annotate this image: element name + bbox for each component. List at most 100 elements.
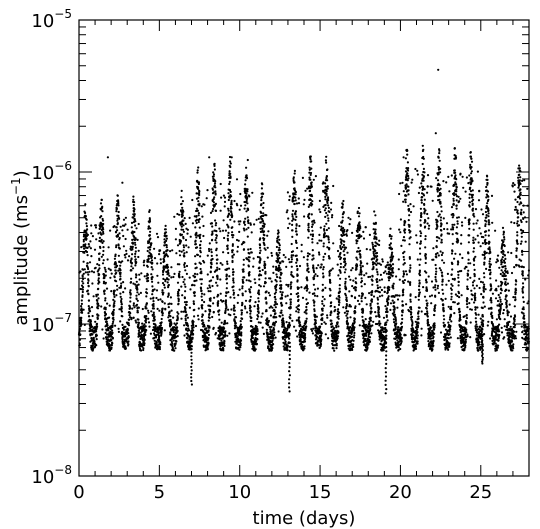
data-point <box>310 183 313 186</box>
data-point <box>400 314 404 317</box>
data-point <box>376 270 379 274</box>
data-point <box>312 254 315 257</box>
data-point <box>163 244 166 247</box>
data-point <box>311 329 314 332</box>
data-point <box>352 343 355 346</box>
data-point <box>258 261 261 264</box>
data-point <box>86 233 89 236</box>
data-point <box>407 177 410 180</box>
data-point <box>345 314 348 317</box>
data-point <box>130 318 133 321</box>
data-point <box>197 187 200 190</box>
data-point <box>169 331 172 334</box>
data-point <box>299 338 302 341</box>
data-point <box>360 235 363 238</box>
data-point <box>403 258 406 261</box>
data-point <box>136 288 139 291</box>
data-point <box>308 176 311 179</box>
data-point <box>308 166 311 169</box>
data-point <box>343 248 346 251</box>
data-point <box>80 316 83 319</box>
data-point <box>402 236 406 239</box>
data-point <box>375 278 379 281</box>
data-point <box>404 186 408 189</box>
data-point <box>381 258 384 261</box>
data-point <box>223 319 226 322</box>
data-point <box>314 319 317 322</box>
data-point <box>286 327 289 331</box>
data-point <box>343 228 346 231</box>
data-point <box>201 304 204 307</box>
data-point <box>401 300 404 303</box>
data-point <box>183 263 186 266</box>
data-point <box>274 336 277 339</box>
data-point <box>106 258 109 261</box>
data-point <box>113 293 116 296</box>
data-point <box>291 223 294 226</box>
data-point <box>349 326 352 329</box>
data-point <box>185 264 189 268</box>
data-point <box>78 342 81 345</box>
axis-ticks <box>78 19 530 477</box>
data-point <box>231 259 234 263</box>
data-point <box>192 329 195 332</box>
data-point <box>335 347 338 350</box>
data-point <box>319 266 322 269</box>
data-point <box>181 200 184 203</box>
data-point <box>86 271 89 274</box>
data-point <box>115 271 118 274</box>
data-point <box>327 227 330 230</box>
data-point <box>273 331 276 334</box>
data-point <box>198 202 201 205</box>
data-point <box>89 247 92 250</box>
data-point <box>250 251 253 254</box>
data-point <box>311 203 314 206</box>
data-point <box>346 310 350 313</box>
data-point <box>180 189 183 192</box>
data-point <box>287 217 290 220</box>
data-point <box>404 201 407 204</box>
data-point <box>134 224 137 227</box>
data-point <box>261 183 264 186</box>
data-point <box>88 315 91 318</box>
data-point <box>80 246 83 249</box>
data-point <box>113 300 116 303</box>
data-point <box>141 322 144 325</box>
data-point <box>244 179 247 182</box>
data-point <box>295 223 298 226</box>
data-point <box>228 182 231 186</box>
plot-frame <box>78 19 530 477</box>
data-point <box>371 279 374 282</box>
data-point <box>359 262 363 265</box>
data-point <box>119 320 122 323</box>
data-point <box>372 295 376 298</box>
data-point <box>209 297 212 300</box>
data-point <box>123 253 126 257</box>
data-point <box>288 198 291 202</box>
data-point <box>354 305 357 308</box>
data-point <box>357 246 360 250</box>
data-point <box>268 326 271 329</box>
data-point <box>163 241 166 244</box>
data-point <box>315 326 318 329</box>
data-point <box>221 229 225 232</box>
data-point <box>305 325 308 328</box>
data-point <box>399 342 403 345</box>
data-point <box>341 203 344 206</box>
data-point <box>119 292 122 295</box>
data-point <box>261 227 264 230</box>
data-point <box>178 254 182 257</box>
data-point <box>353 334 356 337</box>
data-point <box>313 221 316 224</box>
data-point <box>368 233 371 236</box>
data-point <box>249 291 252 294</box>
data-point <box>321 309 324 312</box>
data-point <box>406 169 410 172</box>
data-point <box>229 296 232 299</box>
data-point <box>219 230 222 233</box>
data-point <box>325 161 328 164</box>
data-point <box>366 262 369 265</box>
data-point <box>360 285 363 288</box>
data-point <box>191 222 194 225</box>
data-point <box>227 212 231 215</box>
